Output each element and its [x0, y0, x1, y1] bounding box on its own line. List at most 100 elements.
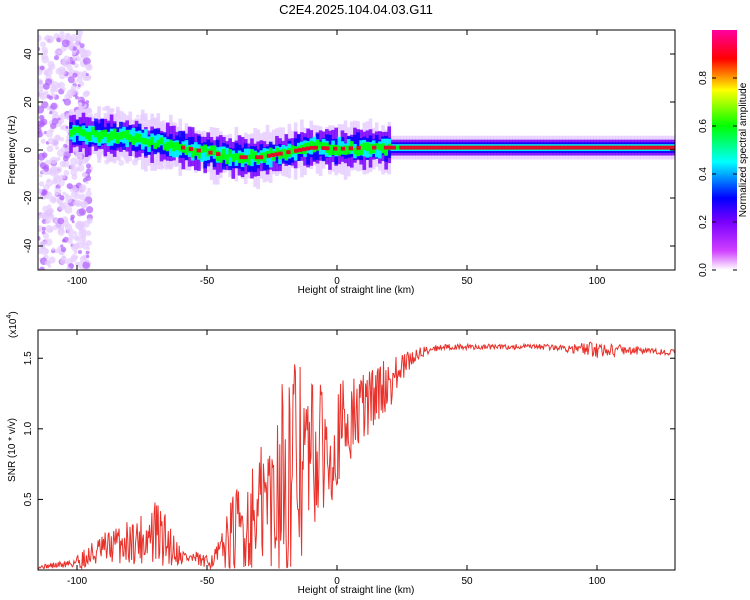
heatmap-cell — [97, 131, 101, 143]
spectrogram-ytick-label: 40 — [23, 48, 34, 60]
heatmap-cell — [178, 143, 183, 152]
heatmap-cell — [147, 139, 151, 147]
spectrogram-xlabel: Height of straight line (km) — [298, 285, 415, 296]
heatmap-cell — [633, 145, 638, 150]
heatmap-cell — [196, 148, 201, 153]
heatmap-cell — [38, 228, 41, 232]
heatmap-cell — [49, 196, 57, 204]
heatmap-cell — [200, 145, 204, 163]
heatmap-cell — [106, 133, 111, 143]
heatmap-cell — [51, 138, 59, 147]
heatmap-cell — [78, 184, 87, 192]
heatmap-cell — [77, 249, 82, 254]
heatmap-cell — [74, 200, 82, 208]
heatmap-cell — [82, 220, 90, 228]
heatmap-cell — [48, 256, 56, 264]
heatmap-cell — [333, 146, 338, 151]
heatmap-cell — [76, 221, 85, 230]
heatmap-cell — [64, 193, 69, 198]
heatmap-cell — [407, 145, 412, 150]
heatmap-cell — [77, 30, 84, 36]
heatmap-cell — [86, 168, 92, 174]
heatmap-cell — [100, 130, 105, 140]
heatmap-cell — [140, 137, 145, 144]
heatmap-cell — [508, 145, 513, 150]
heatmap-cell — [172, 142, 176, 152]
heatmap-cell — [256, 157, 261, 164]
heatmap-cell — [396, 145, 401, 150]
heatmap-cell — [567, 145, 572, 150]
heatmap-cell — [493, 145, 498, 150]
heatmap-cell — [504, 145, 509, 150]
heatmap-cell — [119, 131, 123, 140]
heatmap-cell — [318, 143, 323, 155]
heatmap-cell — [46, 204, 52, 210]
snr-frame — [37, 329, 676, 571]
heatmap-cell — [328, 144, 332, 156]
heatmap-cell — [278, 151, 283, 156]
heatmap-cell — [39, 92, 47, 101]
heatmap-cell — [64, 205, 73, 214]
heatmap-cell — [606, 145, 611, 150]
heatmap-cell — [190, 147, 195, 158]
heatmap-cell — [485, 145, 490, 150]
heatmap-cell — [578, 145, 584, 150]
heatmap-cell — [81, 129, 86, 137]
heatmap-cell — [153, 142, 158, 150]
heatmap-cell — [61, 255, 66, 260]
heatmap-cell — [418, 145, 424, 150]
heatmap-cell — [70, 243, 79, 252]
heatmap-cell — [59, 194, 65, 201]
spectrogram-heatmap — [38, 30, 675, 270]
heatmap-cell — [621, 145, 626, 150]
heatmap-cell — [208, 150, 213, 155]
heatmap-cell — [78, 126, 83, 136]
colorbar-label: Normalized spectral amplitude — [738, 82, 749, 217]
heatmap-cell — [59, 68, 67, 76]
heatmap-cell — [231, 154, 236, 162]
heatmap-cell — [275, 147, 279, 155]
heatmap-cell — [175, 142, 179, 150]
heatmap-cell — [305, 146, 311, 151]
heatmap-cell — [399, 145, 404, 150]
heatmap-cell — [206, 148, 211, 157]
heatmap-cell — [50, 84, 57, 91]
heatmap-cell — [94, 130, 98, 138]
heatmap-cell — [85, 258, 90, 263]
heatmap-cell — [321, 142, 326, 150]
heatmap-cell — [85, 206, 94, 214]
heatmap-cell — [49, 167, 57, 175]
heatmap-cell — [532, 145, 537, 150]
heatmap-cell — [62, 155, 69, 162]
heatmap-cell — [356, 132, 360, 159]
heatmap-cell — [59, 160, 67, 168]
heatmap-cell — [78, 208, 86, 216]
snr-ytick-label: 1.0 — [23, 421, 34, 435]
heatmap-cell — [381, 143, 385, 154]
heatmap-cell — [234, 152, 239, 161]
heatmap-cell — [85, 230, 92, 236]
heatmap-cell — [59, 31, 65, 37]
heatmap-cell — [70, 85, 76, 91]
heatmap-cell — [598, 145, 603, 150]
heatmap-cell — [150, 137, 154, 146]
heatmap-cell — [122, 131, 126, 139]
heatmap-cell — [45, 35, 54, 44]
heatmap-cell — [59, 137, 65, 142]
heatmap-cell — [38, 181, 45, 187]
chart-title: C2E4.2025.104.04.03.G11 — [279, 2, 433, 17]
heatmap-cell — [512, 145, 517, 150]
heatmap-cell — [69, 164, 77, 171]
heatmap-cell — [442, 145, 447, 150]
heatmap-cell — [71, 220, 75, 224]
heatmap-cell — [169, 139, 173, 149]
heatmap-cell — [403, 145, 408, 150]
heatmap-cell — [212, 145, 217, 156]
heatmap-cell — [274, 152, 279, 157]
heatmap-cell — [203, 146, 207, 161]
heatmap-cell — [70, 191, 78, 198]
heatmap-cell — [489, 145, 494, 150]
heatmap-cell — [44, 238, 53, 247]
heatmap-cell — [39, 173, 43, 178]
heatmap-cell — [41, 101, 49, 109]
